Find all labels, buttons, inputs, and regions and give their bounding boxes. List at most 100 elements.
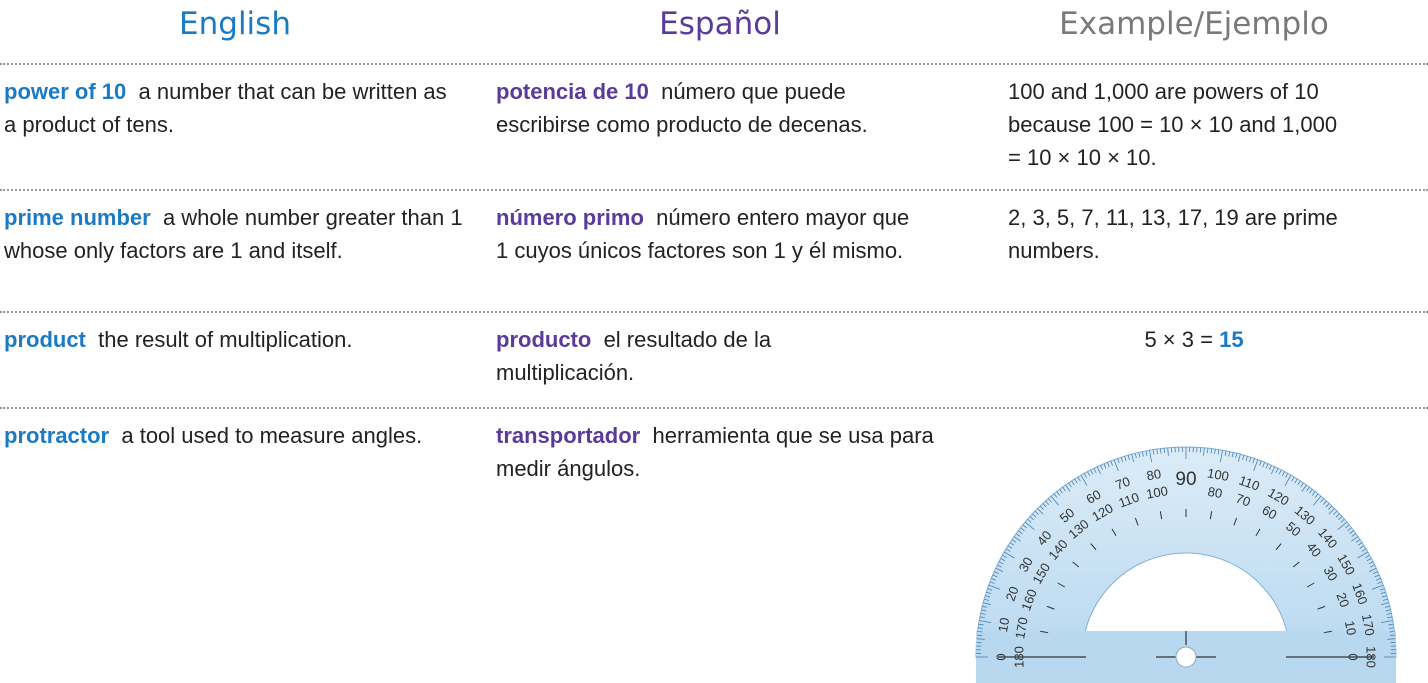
scale-tick <box>992 574 998 578</box>
scale-tick <box>1059 489 1063 494</box>
scale-tick <box>1065 484 1071 492</box>
scale-tick <box>1160 448 1162 454</box>
scale-tick <box>1032 513 1037 518</box>
scale-tick <box>1380 620 1393 624</box>
scale-tick <box>1345 524 1350 529</box>
spanish-entry: potencia de 10 número que puede escribir… <box>496 75 896 141</box>
scale-label: 160 <box>1349 581 1371 607</box>
scale-tick <box>1009 542 1015 546</box>
scale-tick <box>1384 605 1390 608</box>
example-answer: 15 <box>1219 327 1244 352</box>
inner-tick <box>1057 582 1066 588</box>
scale-tick <box>1124 456 1127 462</box>
scale-tick <box>1214 448 1216 455</box>
scale-tick <box>1388 623 1394 626</box>
scale-tick <box>1359 545 1365 549</box>
scale-label: 20 <box>1333 590 1352 609</box>
inner-tick <box>1255 528 1261 537</box>
scale-label: 170 <box>1012 616 1031 640</box>
scale-tick <box>1141 451 1144 457</box>
english-entry: prime number a whole number greater than… <box>4 201 464 267</box>
separator <box>0 63 1428 65</box>
scale-tick <box>977 627 984 629</box>
scale-tick <box>1387 616 1393 619</box>
scale-tick <box>1131 454 1135 462</box>
scale-tick <box>1328 508 1335 515</box>
scale-tick <box>1374 574 1380 578</box>
scale-tick <box>997 564 1002 568</box>
definition: número que puede escribirse como product… <box>496 79 868 137</box>
inner-tick <box>1134 517 1139 526</box>
scale-tick <box>1387 638 1396 640</box>
scale-tick <box>1053 493 1058 498</box>
scale-tick <box>1389 634 1395 636</box>
scale-label: 20 <box>1003 584 1022 603</box>
example: 5 × 3 = 15 <box>960 323 1428 356</box>
scale-tick <box>1096 466 1101 475</box>
scale-label: 110 <box>1117 489 1142 510</box>
scale-tick <box>1210 448 1212 454</box>
scale-tick <box>1300 482 1304 488</box>
scale-label: 0 <box>1346 653 1361 660</box>
inner-tick <box>1040 630 1049 634</box>
scale-tick <box>1245 456 1248 462</box>
scale-label: 60 <box>1083 487 1103 507</box>
inner-tick <box>1209 511 1213 520</box>
scale-tick <box>1152 449 1155 455</box>
scale-tick <box>1224 450 1227 456</box>
scale-tick <box>1382 598 1388 601</box>
scale-tick <box>1368 567 1377 572</box>
scale-tick <box>1163 448 1165 454</box>
term: prime number <box>4 205 151 230</box>
inner-tick <box>1306 582 1315 588</box>
scale-tick <box>995 567 1004 572</box>
scale-tick <box>1349 530 1354 534</box>
scale-tick <box>1252 458 1255 464</box>
scale-tick <box>1388 627 1395 629</box>
example: 2, 3, 5, 7, 11, 13, 17, 19 are prime num… <box>1008 205 1338 263</box>
scale-tick <box>1328 505 1333 510</box>
scale-tick <box>1309 489 1313 494</box>
scale-tick <box>1275 468 1279 473</box>
scale-tick <box>1271 466 1276 475</box>
scale-tick <box>1062 486 1066 492</box>
scale-tick <box>1106 462 1110 468</box>
scale-tick <box>1042 503 1047 508</box>
scale-tick <box>1127 455 1130 461</box>
scale-label: 180 <box>1364 646 1379 668</box>
scale-tick <box>1386 612 1392 615</box>
scale-tick <box>1351 536 1359 542</box>
scale-label: 180 <box>1011 646 1026 668</box>
scale-tick <box>1291 476 1295 482</box>
scale-tick <box>1003 551 1015 559</box>
scale-tick <box>989 581 995 584</box>
definition: the result of multiplication. <box>98 327 353 352</box>
term: power of 10 <box>4 79 127 104</box>
scale-tick <box>1357 551 1369 559</box>
scale-tick <box>1138 452 1141 458</box>
scale-tick <box>1071 480 1075 486</box>
scale-tick <box>1338 516 1343 521</box>
scale-label: 0 <box>993 653 1008 660</box>
term: product <box>4 327 86 352</box>
scale-tick <box>1000 558 1006 562</box>
english-entry: power of 10 a number that can be written… <box>4 75 464 141</box>
inner-tick <box>1275 543 1282 551</box>
scale-tick <box>983 602 991 606</box>
scale-tick <box>998 561 1004 565</box>
scale-label: 30 <box>1321 563 1341 583</box>
scale-tick <box>1077 476 1081 482</box>
example: 100 and 1,000 are powers of 10 because 1… <box>1008 79 1338 170</box>
scale-tick <box>981 609 987 612</box>
inner-tick <box>1233 517 1238 526</box>
scale-tick <box>1311 491 1316 496</box>
scale-tick <box>1320 498 1325 503</box>
scale-tick <box>1007 545 1013 549</box>
header-example: Example/Ejemplo <box>1059 6 1329 42</box>
scale-tick <box>977 634 983 636</box>
scale-tick <box>1242 455 1245 461</box>
scale-label: 70 <box>1234 490 1253 509</box>
separator <box>0 189 1428 191</box>
scale-tick <box>1045 500 1050 505</box>
scale-tick <box>1306 486 1310 492</box>
